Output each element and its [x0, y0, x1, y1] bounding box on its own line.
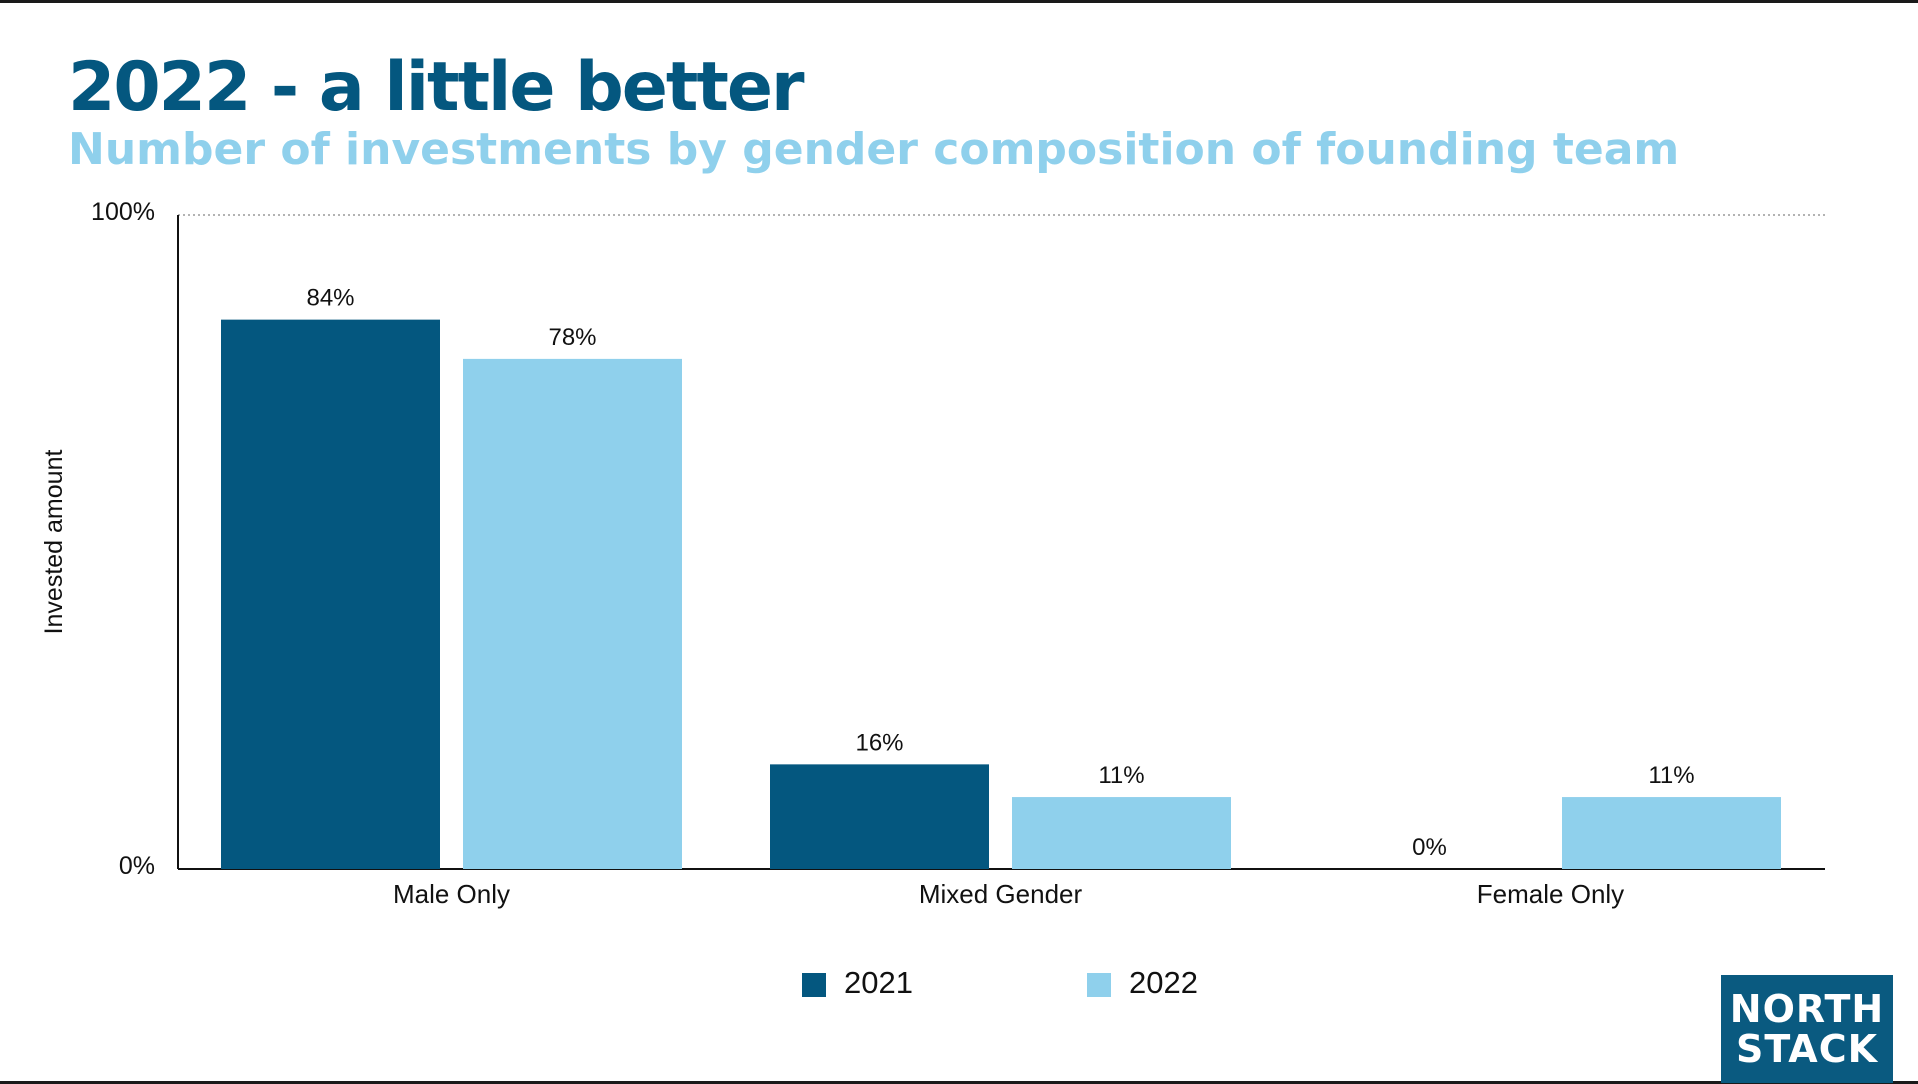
- data-label-female-only-2022: 11%: [1648, 762, 1694, 789]
- data-label-female-only-2021: 0%: [1412, 834, 1447, 861]
- top-border: [0, 0, 1918, 3]
- data-label-mixed-gender-2022: 11%: [1098, 762, 1144, 789]
- bar-male-only-2022: [463, 358, 682, 869]
- y-axis-label: Invested amount: [40, 450, 68, 635]
- x-tick-label-male-only: Male Only: [393, 879, 510, 909]
- bottom-border: [0, 1081, 1918, 1084]
- chart-title: 2022 - a little better: [68, 48, 805, 127]
- legend: 2021 2022: [802, 965, 1198, 1000]
- chart-subtitle: Number of investments by gender composit…: [68, 124, 1680, 175]
- logo-line-2: STACK: [1735, 1027, 1879, 1071]
- y-tick-label-min: 0%: [119, 852, 155, 880]
- data-label-male-only-2022: 78%: [548, 324, 596, 351]
- x-tick-label-female-only: Female Only: [1477, 879, 1624, 909]
- data-label-male-only-2021: 84%: [306, 285, 354, 312]
- bars-group: 84% 78% Male Only 16% 11% Mixed Gender 0% 11% Fe…: [221, 285, 1781, 909]
- legend-swatch-2021: [802, 973, 826, 997]
- legend-swatch-2022: [1087, 973, 1111, 997]
- legend-label-2022: 2022: [1129, 965, 1198, 1000]
- x-tick-label-mixed-gender: Mixed Gender: [919, 879, 1083, 909]
- logo-line-1: NORTH: [1729, 987, 1885, 1031]
- y-tick-label-max: 100%: [91, 198, 155, 226]
- bar-male-only-2021: [221, 319, 440, 869]
- bar-mixed-gender-2022: [1012, 797, 1231, 869]
- data-label-mixed-gender-2021: 16%: [855, 729, 903, 756]
- bar-mixed-gender-2021: [770, 764, 989, 869]
- north-stack-logo: NORTH STACK: [1721, 975, 1893, 1083]
- legend-label-2021: 2021: [844, 965, 913, 1000]
- bar-female-only-2022: [1562, 797, 1781, 869]
